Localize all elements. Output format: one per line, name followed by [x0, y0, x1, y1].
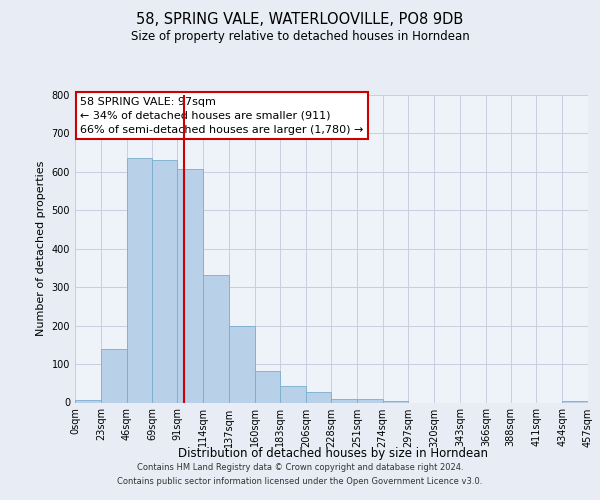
Bar — [357, 398, 383, 402]
Bar — [229, 326, 254, 402]
Y-axis label: Number of detached properties: Number of detached properties — [36, 161, 46, 336]
Text: Contains public sector information licensed under the Open Government Licence v3: Contains public sector information licen… — [118, 477, 482, 486]
Bar — [101, 348, 127, 403]
Bar — [331, 398, 357, 402]
Bar — [254, 371, 280, 402]
Bar — [127, 158, 152, 402]
Bar — [75, 400, 101, 402]
Text: Size of property relative to detached houses in Horndean: Size of property relative to detached ho… — [131, 30, 469, 43]
Text: 58, SPRING VALE, WATERLOOVILLE, PO8 9DB: 58, SPRING VALE, WATERLOOVILLE, PO8 9DB — [136, 12, 464, 28]
Bar — [562, 400, 588, 402]
Bar — [203, 274, 229, 402]
Bar — [177, 169, 203, 402]
Text: Contains HM Land Registry data © Crown copyright and database right 2024.: Contains HM Land Registry data © Crown c… — [137, 464, 463, 472]
Bar — [280, 386, 306, 402]
Bar — [152, 160, 177, 402]
Text: Distribution of detached houses by size in Horndean: Distribution of detached houses by size … — [178, 448, 488, 460]
Bar — [383, 400, 409, 402]
Text: 58 SPRING VALE: 97sqm
← 34% of detached houses are smaller (911)
66% of semi-det: 58 SPRING VALE: 97sqm ← 34% of detached … — [80, 96, 364, 134]
Bar — [306, 392, 331, 402]
